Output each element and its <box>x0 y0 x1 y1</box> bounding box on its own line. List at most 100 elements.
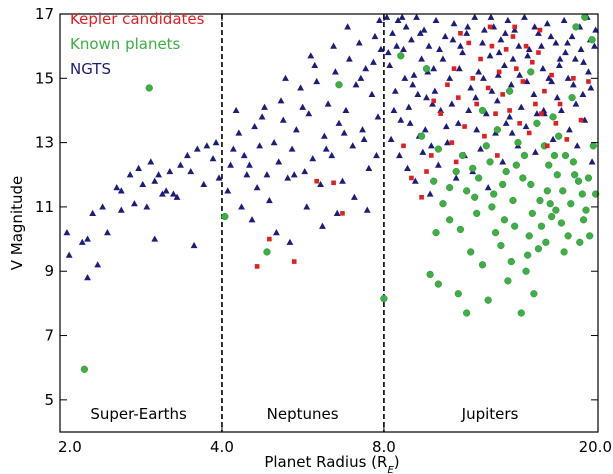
known-planets-point <box>571 171 579 179</box>
ngts-point <box>464 23 472 30</box>
ngts-point <box>507 81 515 88</box>
ngts-point <box>270 139 278 146</box>
kepler-candidates-point <box>533 101 538 107</box>
known-planets-point <box>397 52 405 60</box>
ngts-point <box>579 90 587 97</box>
known-planets-point <box>454 290 462 298</box>
ngts-point <box>135 164 143 171</box>
kepler-candidates-point <box>503 47 509 52</box>
y-axis-label: V Magnitude <box>8 176 26 271</box>
ngts-point <box>511 26 519 33</box>
ngts-point <box>190 241 198 249</box>
ngts-point <box>448 100 456 107</box>
ngts-point <box>263 171 271 178</box>
kepler-candidates-point <box>493 111 498 116</box>
ngts-point <box>516 71 524 78</box>
kepler-candidates-point <box>545 143 550 149</box>
region-label: Jupiters <box>461 405 519 423</box>
kepler-candidates-point <box>586 79 591 84</box>
ngts-point <box>193 145 201 152</box>
kepler-candidates-point <box>340 211 345 216</box>
kepler-candidates-point <box>553 121 559 126</box>
ngts-point <box>311 61 319 69</box>
ngts-point <box>423 94 430 101</box>
known-planets-point <box>524 251 532 259</box>
ngts-point <box>305 110 313 117</box>
known-planets-point <box>528 209 536 217</box>
ngts-point <box>340 129 348 136</box>
ngts-point <box>261 103 268 110</box>
ngts-point <box>166 167 174 175</box>
ngts-point <box>425 42 433 49</box>
x-tick-label: 2.0 <box>58 438 82 456</box>
ngts-point <box>299 103 307 110</box>
ngts-point <box>113 184 121 191</box>
x-tick-label: 4.0 <box>210 438 234 456</box>
ngts-point <box>370 58 377 65</box>
known-planets-point <box>543 187 551 195</box>
ngts-point <box>275 158 283 165</box>
ngts-point <box>560 16 568 24</box>
ngts-point <box>292 126 300 133</box>
known-planets-point <box>553 171 561 179</box>
ngts-point <box>539 65 547 72</box>
known-planets-point <box>550 151 559 160</box>
ngts-point <box>238 203 245 210</box>
ngts-point <box>409 81 417 88</box>
ngts-point <box>493 97 501 104</box>
ngts-point <box>549 135 557 142</box>
ngts-point <box>585 68 592 75</box>
known-planets-point <box>473 209 481 217</box>
ngts-point <box>509 55 517 62</box>
ngts-point <box>273 229 280 236</box>
x-axis-label: Planet Radius (RE) <box>264 453 399 474</box>
known-planets-point <box>578 190 586 198</box>
ngts-point <box>265 196 273 204</box>
known-planets-point <box>452 167 460 176</box>
ngts-point <box>457 42 464 49</box>
known-planets-point <box>574 177 583 185</box>
ngts-point <box>352 81 360 88</box>
ngts-point <box>555 61 563 69</box>
ngts-point <box>162 187 170 194</box>
region-dividers <box>221 14 385 432</box>
known-planets-point <box>478 106 487 115</box>
known-planets-point <box>559 187 567 195</box>
known-planets-point <box>471 193 479 201</box>
kepler-candidates-point <box>474 101 479 107</box>
ngts-point <box>502 119 510 126</box>
ngts-point <box>224 187 232 194</box>
ngts-point <box>143 203 151 210</box>
kepler-candidates-point <box>557 101 563 107</box>
ngts-point <box>89 209 97 216</box>
known-planets-point <box>525 232 533 240</box>
kepler-candidates-point <box>507 108 512 113</box>
ngts-point <box>355 39 363 46</box>
ngts-point <box>449 36 457 43</box>
ngts-point <box>533 110 541 117</box>
ngts-point <box>94 261 102 268</box>
ngts-point <box>393 42 401 49</box>
ngts-point <box>286 238 294 245</box>
known-planets-point <box>458 151 467 160</box>
region-labels: Super-Earths Neptunes Jupiters <box>90 405 518 423</box>
kepler-candidates-point <box>542 88 547 94</box>
ngts-point <box>284 174 292 181</box>
ngts-point <box>444 139 451 146</box>
known-planets-point <box>499 180 507 189</box>
kepler-candidates-point <box>429 153 434 158</box>
kepler-candidates-point <box>526 130 532 136</box>
ngts-point <box>564 74 572 81</box>
ngts-point <box>170 190 177 197</box>
ngts-point <box>410 71 418 78</box>
ngts-point <box>151 235 159 242</box>
y-tick-label: 9 <box>44 262 54 280</box>
ngts-point <box>398 13 406 20</box>
known-planets-point <box>572 23 580 31</box>
ngts-point <box>371 32 379 40</box>
kepler-candidates-point <box>500 92 505 97</box>
known-planets-point <box>380 294 388 303</box>
ngts-point <box>495 48 503 56</box>
legend: Kepler candidates Known planets NGTS <box>70 10 205 78</box>
ngts-point <box>406 119 414 126</box>
